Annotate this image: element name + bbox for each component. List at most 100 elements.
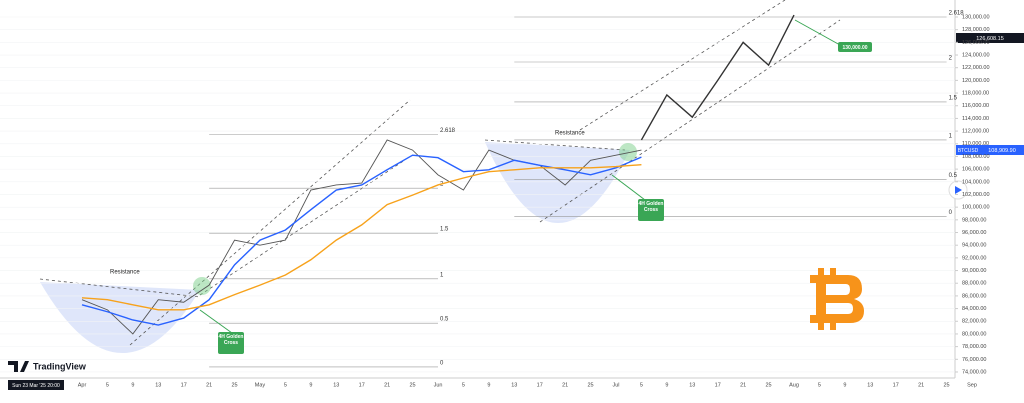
last-price: 108,909.90: [988, 148, 1016, 154]
cross-marker: [619, 143, 637, 161]
y-tick-label: 104,000.00: [962, 179, 990, 185]
series-line: [81, 154, 642, 326]
y-tick-label: 94,000.00: [962, 243, 986, 249]
arrow: [199, 309, 233, 334]
x-tick-label: Jun: [434, 382, 443, 388]
resistance-label: Resistance: [555, 131, 585, 137]
symbol: BTCUSD: [958, 148, 979, 154]
fib-label: 0.5: [440, 317, 449, 323]
fib-label: 2.618: [440, 128, 456, 134]
y-tick-label: 120,000.00: [962, 78, 990, 84]
x-tick-label: 21: [740, 382, 746, 388]
y-tick-label: 90,000.00: [962, 268, 986, 274]
fib-label: 1.5: [949, 96, 958, 102]
y-tick-label: 102,000.00: [962, 192, 990, 198]
x-tick-label: 13: [511, 382, 517, 388]
x-tick-label: 25: [410, 382, 416, 388]
y-tick-label: 88,000.00: [962, 281, 986, 287]
fib-label: 2: [949, 56, 953, 62]
fib-label: 0: [949, 210, 953, 216]
x-tick-label: 17: [715, 382, 721, 388]
x-tick-label: 21: [918, 382, 924, 388]
x-tick-label: 9: [131, 382, 134, 388]
x-tick-label: Jul: [612, 382, 619, 388]
crosshair-date: Sun 23 Mar '25 20:00: [12, 383, 60, 389]
x-tick-label: 9: [487, 382, 490, 388]
y-tick-label: 100,000.00: [962, 205, 990, 211]
x-tick-label: May: [255, 382, 266, 388]
golden-cross-label: 4H Golden Cross: [638, 201, 664, 213]
y-tick-label: 116,000.00: [962, 103, 989, 109]
y-tick-label: 112,000.00: [962, 129, 989, 135]
x-tick-label: 9: [309, 382, 312, 388]
y-tick-label: 118,000.00: [962, 91, 989, 97]
golden-cross: 4H Golden Cross: [638, 201, 664, 213]
x-tick-label: 21: [206, 382, 212, 388]
price-box: [956, 33, 1024, 43]
fib-label: 2.618: [949, 11, 965, 17]
x-tick-label: 9: [843, 382, 846, 388]
y-tick-label: 122,000.00: [962, 65, 990, 71]
x-tick-label: 17: [359, 382, 365, 388]
x-tick-label: 21: [562, 382, 568, 388]
series-line: [640, 14, 795, 141]
y-tick-label: 114,000.00: [962, 116, 989, 122]
y-tick-label: 86,000.00: [962, 293, 986, 299]
x-tick-label: 13: [867, 382, 873, 388]
x-tick-label: 17: [537, 382, 543, 388]
x-tick-label: 25: [766, 382, 772, 388]
target-label: 130,000.00: [842, 45, 867, 51]
x-tick-label: 13: [333, 382, 339, 388]
fib-label: 2: [440, 182, 444, 188]
y-tick-label: 128,000.00: [962, 27, 990, 33]
brand-name: TradingView: [33, 361, 87, 371]
y-tick-label: 126,000.00: [962, 40, 990, 46]
fib-label: 0.5: [949, 173, 958, 179]
date-box: [8, 380, 64, 390]
x-tick-label: 25: [588, 382, 594, 388]
fib-label: 0: [440, 360, 444, 366]
x-tick-label: 5: [462, 382, 465, 388]
fib-label: 1.5: [440, 227, 449, 233]
x-tick-label: Sep: [967, 382, 977, 388]
y-tick-label: 108,000.00: [962, 154, 990, 160]
fib-label: 1: [440, 272, 444, 278]
series-line: [81, 139, 642, 335]
label-box: [638, 199, 664, 221]
x-tick-label: 13: [155, 382, 161, 388]
brand-logo: [8, 361, 29, 372]
symbol-box: [956, 145, 980, 155]
label-box: [218, 332, 244, 354]
y-tick-label: 124,000.00: [962, 52, 990, 58]
cross-marker: [193, 277, 211, 295]
arrow: [794, 19, 841, 46]
y-tick-label: 78,000.00: [962, 344, 986, 350]
golden-cross-label: 4H Golden Cross: [218, 334, 244, 346]
x-tick-label: 5: [284, 382, 287, 388]
label-box: [838, 42, 872, 52]
arrow: [611, 174, 646, 201]
x-tick-label: 5: [106, 382, 109, 388]
channels: [39, 0, 841, 346]
x-tick-label: 25: [232, 382, 238, 388]
bitcoin-logo: [810, 268, 864, 330]
y-tick-label: 76,000.00: [962, 357, 986, 363]
x-tick-label: 9: [665, 382, 668, 388]
y-tick-label: 84,000.00: [962, 306, 986, 312]
y-tick-label: 106,000.00: [962, 167, 990, 173]
x-tick-label: Aug: [789, 382, 799, 388]
x-tick-label: 25: [944, 382, 950, 388]
x-tick-label: 17: [893, 382, 899, 388]
x-tick-label: Apr: [78, 382, 87, 388]
x-tick-label: 21: [384, 382, 390, 388]
x-tick-label: 5: [640, 382, 643, 388]
y-tick-label: 80,000.00: [962, 331, 986, 337]
y-tick-label: 96,000.00: [962, 230, 986, 236]
x-tick-label: 5: [818, 382, 821, 388]
x-tick-label: 13: [689, 382, 695, 388]
y-tick-label: 98,000.00: [962, 217, 986, 223]
series-line: [81, 163, 642, 311]
y-tick-label: 92,000.00: [962, 255, 986, 261]
